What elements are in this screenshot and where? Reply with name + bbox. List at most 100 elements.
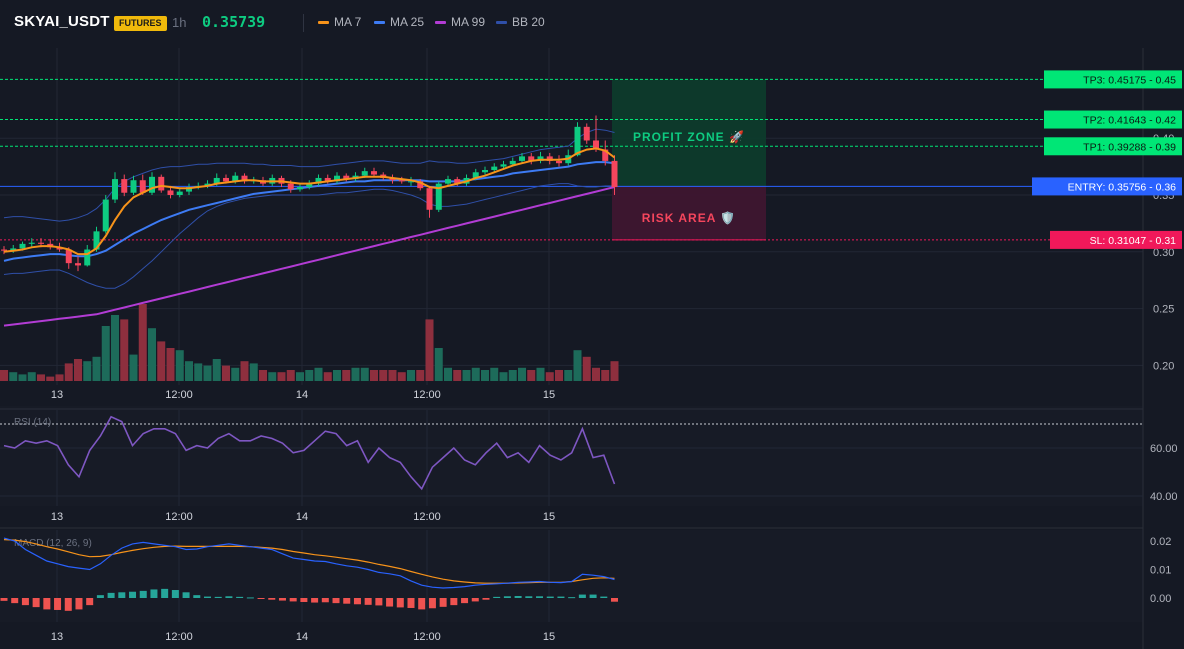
legend-bb20[interactable]: BB 20 xyxy=(496,15,545,29)
candle-body[interactable] xyxy=(491,166,498,171)
time-axis-label: 12:00 xyxy=(165,631,193,643)
symbol-title[interactable]: SKYAI_USDT xyxy=(14,13,110,30)
volume-bar xyxy=(592,367,600,381)
macd-hist-bar xyxy=(557,596,565,598)
candle-body[interactable] xyxy=(398,180,405,182)
candle-body[interactable] xyxy=(213,177,220,184)
macd-hist-bar xyxy=(161,588,169,598)
volume-bar xyxy=(425,319,434,381)
candle-body[interactable] xyxy=(343,175,350,180)
candle-body[interactable] xyxy=(500,164,507,167)
candle-body[interactable] xyxy=(519,156,525,161)
candle-body[interactable] xyxy=(121,179,128,193)
macd-hist-bar xyxy=(514,596,522,598)
volume-bar xyxy=(610,361,619,381)
candle-body[interactable] xyxy=(158,176,165,191)
candle-body[interactable] xyxy=(426,188,433,210)
candle-body[interactable] xyxy=(528,156,535,161)
candle-body[interactable] xyxy=(10,248,17,251)
legend-ma25[interactable]: MA 25 xyxy=(374,15,424,29)
candle-body[interactable] xyxy=(56,247,63,250)
price-axis-label: 0.25 xyxy=(1153,304,1174,316)
volume-bar xyxy=(55,374,64,381)
candle-body[interactable] xyxy=(324,177,331,182)
candle-body[interactable] xyxy=(509,160,516,165)
volume-bar xyxy=(222,365,230,381)
time-axis-label: 12:00 xyxy=(165,389,193,401)
ma7-line xyxy=(3,147,616,256)
profit-zone xyxy=(612,79,766,187)
candle-body[interactable] xyxy=(389,177,396,181)
candle-body[interactable] xyxy=(223,177,229,182)
macd-hist-bar xyxy=(150,589,158,598)
candle-body[interactable] xyxy=(454,179,461,184)
legend-ma7[interactable]: MA 7 xyxy=(318,15,361,29)
candle-body[interactable] xyxy=(176,191,183,195)
candle-body[interactable] xyxy=(112,179,118,200)
candle-body[interactable] xyxy=(167,190,174,195)
candle-body[interactable] xyxy=(361,171,368,176)
macd-hist-bar xyxy=(525,596,533,598)
macd-hist-bar xyxy=(236,596,244,598)
candle-body[interactable] xyxy=(84,249,91,266)
candle-body[interactable] xyxy=(232,175,239,182)
candle-body[interactable] xyxy=(75,263,81,266)
macd-hist-bar xyxy=(278,598,286,601)
candle-body[interactable] xyxy=(130,180,137,193)
candle-body[interactable] xyxy=(241,175,248,182)
candle-body[interactable] xyxy=(482,170,488,173)
macd-hist-bar xyxy=(64,598,72,611)
candle-body[interactable] xyxy=(139,180,146,193)
candle-body[interactable] xyxy=(1,249,7,251)
candle-body[interactable] xyxy=(574,126,581,156)
candle-body[interactable] xyxy=(102,199,109,232)
macd-hist-bar xyxy=(54,598,62,610)
macd-axis-label: 0.00 xyxy=(1150,593,1171,605)
candle-body[interactable] xyxy=(19,243,26,249)
candle-body[interactable] xyxy=(149,176,155,193)
candle-body[interactable] xyxy=(408,181,414,183)
candle-body[interactable] xyxy=(435,183,442,210)
legend-ma99[interactable]: MA 99 xyxy=(435,15,485,29)
time-axis-label: 12:00 xyxy=(413,631,441,643)
macd-hist-bar xyxy=(32,598,40,608)
candle-body[interactable] xyxy=(315,177,322,184)
candle-body[interactable] xyxy=(306,183,313,188)
candle-body[interactable] xyxy=(204,183,211,186)
candle-body[interactable] xyxy=(583,126,590,141)
candle-body[interactable] xyxy=(93,231,100,250)
macd-hist-bar xyxy=(96,595,104,598)
candle-body[interactable] xyxy=(287,183,294,190)
tp3-tag xyxy=(1044,70,1182,89)
last-price: 0.35739 xyxy=(202,13,266,31)
candle-body[interactable] xyxy=(602,149,609,161)
candle-body[interactable] xyxy=(445,179,451,184)
candle-body[interactable] xyxy=(28,242,35,244)
time-axis-label: 12:00 xyxy=(165,511,193,523)
macd-hist-bar xyxy=(536,596,544,598)
volume-bar xyxy=(342,370,351,381)
volume-bar xyxy=(407,370,415,381)
candle-body[interactable] xyxy=(556,160,562,164)
candle-body[interactable] xyxy=(38,242,44,244)
candle-body[interactable] xyxy=(546,156,553,161)
candle-body[interactable] xyxy=(593,140,599,150)
candle-body[interactable] xyxy=(537,156,544,161)
candle-body[interactable] xyxy=(186,187,192,192)
candle-body[interactable] xyxy=(297,187,303,190)
time-axis-label: 14 xyxy=(296,631,308,643)
volume-bar xyxy=(111,315,119,381)
macd-hist-bar xyxy=(257,598,265,599)
candle-body[interactable] xyxy=(65,249,72,264)
time-axis-label: 13 xyxy=(51,511,63,523)
macd-hist-bar xyxy=(182,592,190,598)
candle-body[interactable] xyxy=(334,175,340,182)
candle-body[interactable] xyxy=(472,172,479,178)
candle-body[interactable] xyxy=(417,181,424,189)
candle-body[interactable] xyxy=(371,171,377,175)
candle-body[interactable] xyxy=(611,160,618,188)
interval-selector[interactable]: 1h xyxy=(172,15,187,30)
bb-lower-line xyxy=(3,183,615,289)
